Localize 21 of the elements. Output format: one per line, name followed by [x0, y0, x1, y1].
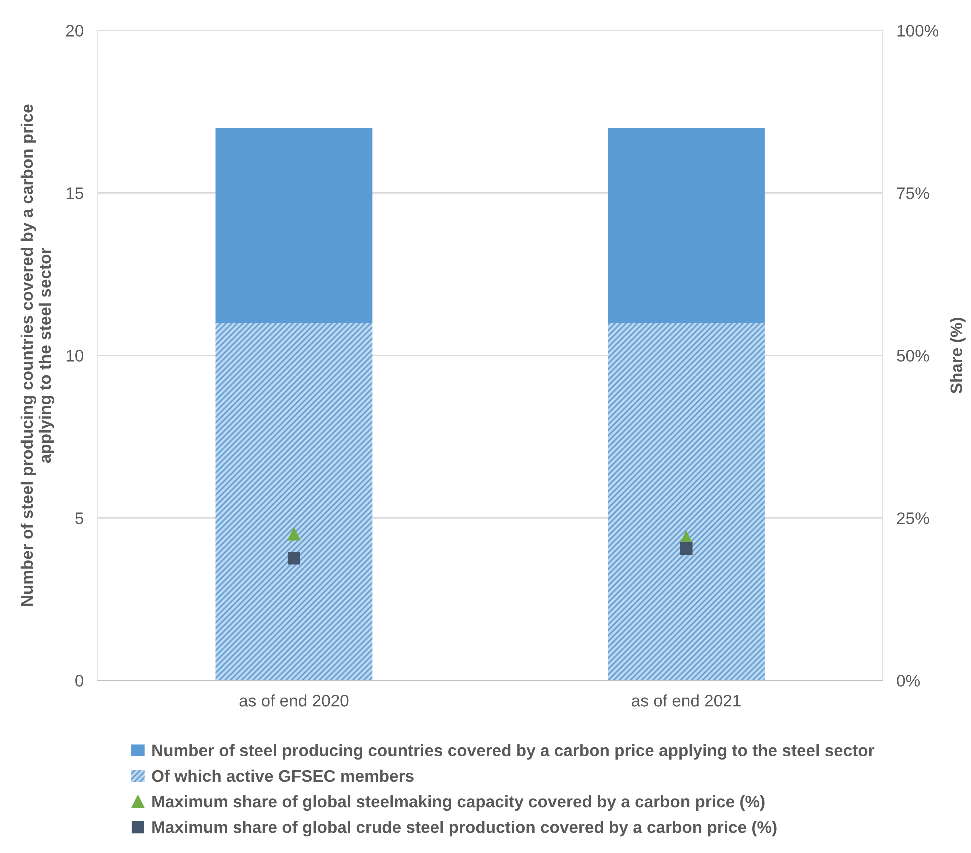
y-axis-title: Number of steel producing countries covered by a carbon price applying to the steel sector	[20, 104, 55, 606]
legend-label: Number of steel producing countries covered by a carbon price applying to the steel sector	[152, 744, 875, 760]
y2-tick-label: 100%	[898, 25, 939, 37]
y2-tick-label: 25%	[897, 512, 930, 524]
y-tick-label: 10	[66, 350, 84, 362]
legend-label: Maximum share of global crude steel production covered by a carbon price (%)	[152, 821, 777, 837]
y-tick-label: 0	[76, 675, 84, 687]
legend-label: Maximum share of global steelmaking capacity covered by a carbon price (%)	[152, 795, 765, 812]
y2-tick-label: 75%	[897, 188, 930, 200]
y2-tick-label: 0%	[897, 675, 920, 687]
legend-label: Of which active GFSEC members	[152, 770, 414, 782]
x-tick-label: as of end 2021	[632, 694, 741, 707]
point	[680, 542, 693, 555]
x-tick-label: as of end 2020	[240, 694, 349, 707]
y2-tick-label: 50%	[897, 350, 930, 362]
point	[288, 552, 300, 565]
y-tick-label: 20	[66, 25, 84, 37]
y2-axis-title: Share (%)	[950, 318, 966, 394]
y-tick-label: 15	[66, 188, 84, 200]
point	[288, 528, 300, 541]
y-tick-label: 5	[76, 512, 84, 524]
